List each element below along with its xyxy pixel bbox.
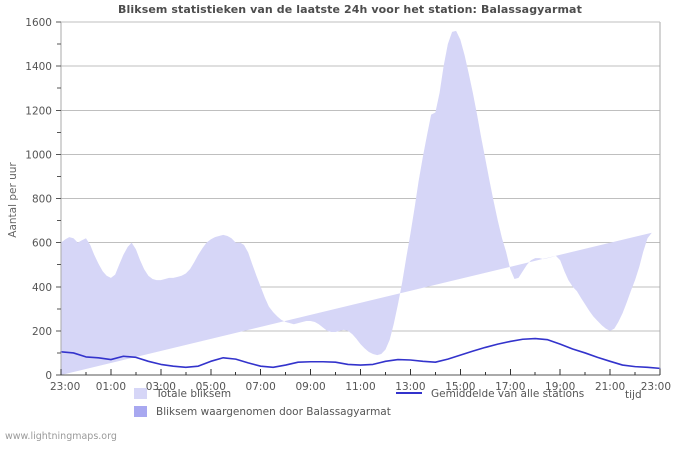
x-tick-label: 05:00 — [196, 381, 226, 393]
x-tick-label: 23:00 — [50, 381, 80, 393]
x-tick-label: 03:00 — [146, 381, 176, 393]
footer-url: www.lightningmaps.org — [5, 431, 117, 442]
y-axis-title: Aantal per uur — [7, 162, 19, 238]
average-line — [60, 337, 661, 370]
y-tick-label: 1600 — [25, 17, 52, 29]
y-tick-label: 1000 — [25, 149, 52, 161]
x-tick-label: 11:00 — [345, 381, 375, 393]
legend-item-totale-bliksem: Totale bliksem — [134, 388, 231, 401]
y-tick-label: 800 — [32, 194, 52, 206]
legend-line-average — [396, 392, 422, 394]
legend-item-station-bliksem: Bliksem waargenomen door Balassagyarmat — [134, 406, 391, 419]
y-tick-label: 1400 — [25, 61, 52, 73]
x-tick-label: 09:00 — [295, 381, 325, 393]
y-tick-label: 200 — [32, 326, 52, 338]
x-axis-tick-labels: 23:00 01:00 03:00 05:00 07:00 09:00 11:00 13:00… — [50, 381, 671, 393]
x-tick-label: 15:00 — [445, 381, 475, 393]
x-tick-label: 19:00 — [545, 381, 575, 393]
x-axis-title: tijd — [625, 389, 642, 401]
x-tick-label: 01:00 — [96, 381, 126, 393]
page-title: Bliksem statistieken van de laatste 24h … — [118, 3, 582, 16]
x-tick-label: 21:00 — [595, 381, 625, 393]
chart-legend: Totale bliksem Bliksem waargenomen door … — [0, 388, 700, 424]
y-tick-label: 400 — [32, 282, 52, 294]
legend-item-average: Gemiddelde van alle stations — [396, 388, 584, 401]
legend-swatch-station — [134, 406, 147, 417]
x-tick-label: 17:00 — [495, 381, 525, 393]
y-tick-label: 0 — [45, 370, 52, 382]
y-axis-tick-labels: 0 200 400 600 800 1000 1200 1400 1600 — [25, 17, 52, 382]
legend-label-station: Bliksem waargenomen door Balassagyarmat — [156, 406, 391, 418]
y-tick-label: 1200 — [25, 105, 52, 117]
total-lightning-area — [61, 30, 652, 375]
legend-swatch-total — [134, 388, 147, 399]
x-tick-label: 23:00 — [641, 381, 671, 393]
legend-label-average: Gemiddelde van alle stations — [431, 388, 585, 400]
x-tick-label: 13:00 — [395, 381, 425, 393]
legend-label-total: Totale bliksem — [156, 388, 232, 400]
y-tick-label: 600 — [32, 238, 52, 250]
x-tick-label: 07:00 — [246, 381, 276, 393]
axis-ticks — [56, 21, 661, 376]
